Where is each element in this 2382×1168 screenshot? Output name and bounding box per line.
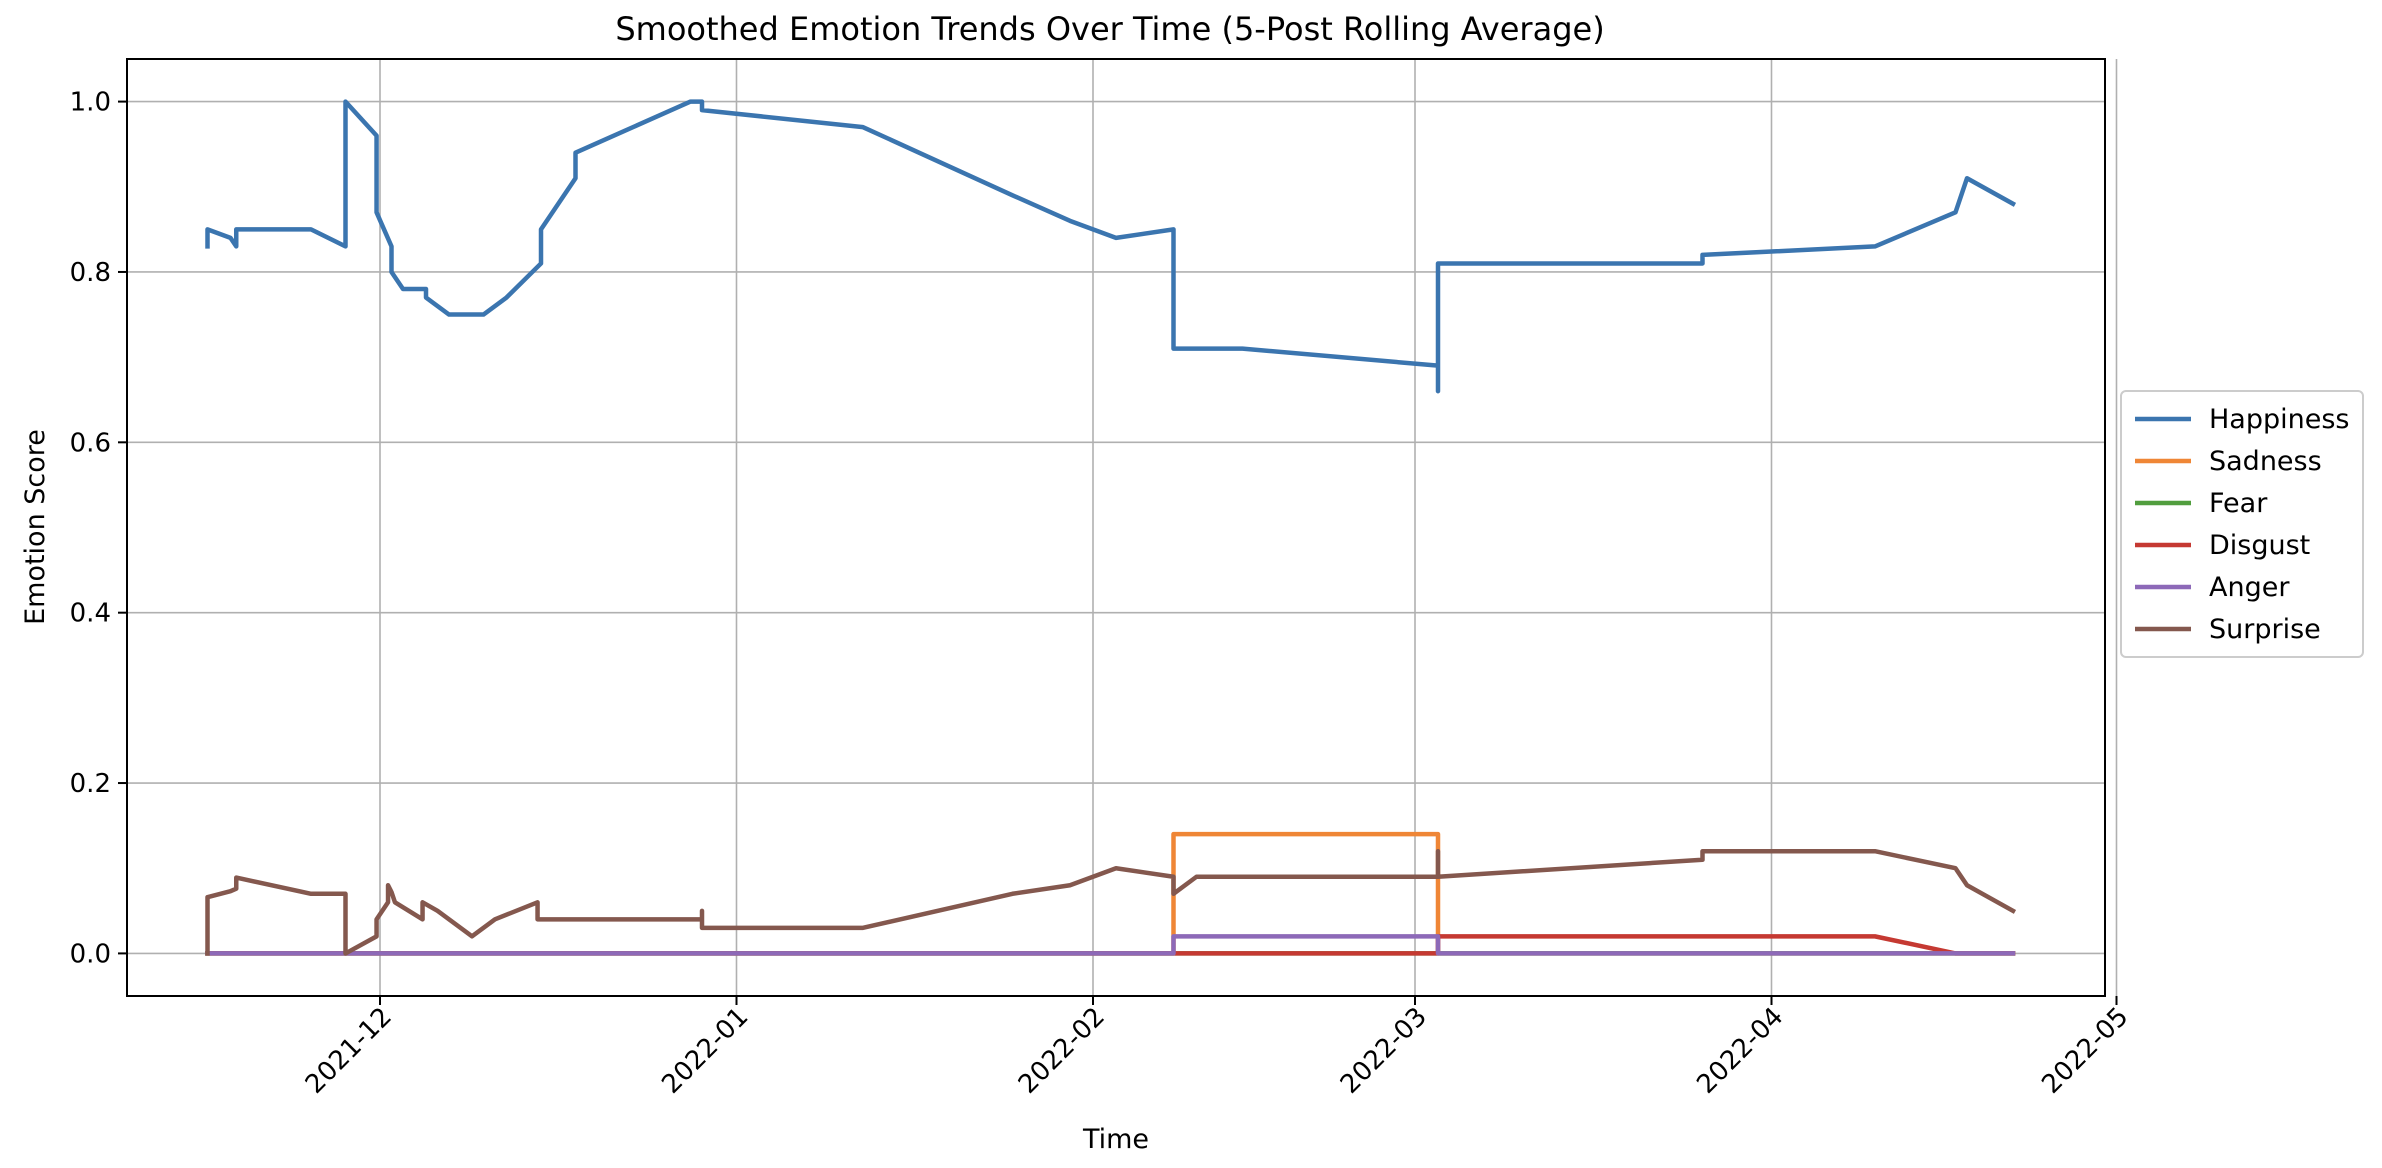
plot-frame [126, 58, 2106, 997]
series-line-surprise [205, 848, 2017, 956]
y-tick-label: 0.0 [70, 939, 111, 969]
x-tick-label: 2021-12 [300, 1002, 398, 1100]
x-tick-label: 2022-01 [656, 1002, 754, 1100]
legend-box [2120, 390, 2364, 658]
legend-label-fear: Fear [2209, 488, 2268, 519]
x-tick-label: 2022-03 [1335, 1002, 1433, 1100]
series-line-disgust [205, 934, 2016, 956]
legend-label-sadness: Sadness [2209, 446, 2322, 477]
legend: Happiness Sadness Fear Disgust Anger Surprise [2120, 390, 2364, 658]
legend-label-happiness: Happiness [2209, 404, 2349, 435]
legend-label-surprise: Surprise [2209, 614, 2321, 645]
x-tick-label: 2022-05 [2036, 1002, 2134, 1100]
x-tick-label: 2022-04 [1691, 1002, 1789, 1100]
y-axis-label: Emotion Score [20, 429, 51, 625]
y-tick-label: 0.4 [70, 599, 111, 629]
grid-lines [127, 59, 2118, 996]
legend-label-disgust: Disgust [2209, 530, 2310, 561]
x-tick-label: 2022-02 [1013, 1002, 1111, 1100]
chart-title: Smoothed Emotion Trends Over Time (5-Pos… [615, 10, 1604, 48]
legend-label-anger: Anger [2209, 572, 2290, 603]
series-line-happiness [205, 99, 2017, 394]
x-axis-label: Time [1082, 1124, 1149, 1155]
series-lines [205, 99, 2017, 956]
series-line-anger [205, 934, 2016, 956]
y-tick-label: 1.0 [70, 88, 111, 118]
y-tick-label: 0.2 [70, 769, 111, 799]
y-tick-label: 0.8 [70, 258, 111, 288]
y-tick-label: 0.6 [70, 428, 111, 458]
